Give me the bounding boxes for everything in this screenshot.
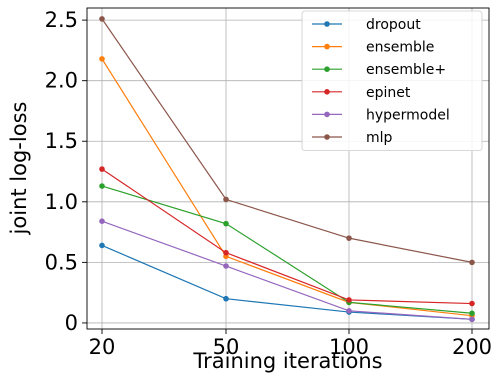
y-tick-label: 1.5	[45, 129, 78, 153]
series-line	[101, 58, 473, 317]
data-point	[346, 235, 352, 241]
legend-marker	[324, 21, 330, 27]
data-point	[223, 249, 229, 256]
legend-marker	[324, 111, 330, 118]
legend-item: dropout	[312, 17, 421, 33]
series-ensemble-group	[99, 183, 475, 317]
data-point	[223, 295, 229, 302]
legend-marker	[324, 134, 330, 140]
series-line	[101, 244, 473, 320]
legend-item: hypermodel	[312, 107, 450, 123]
series-line	[101, 220, 473, 320]
x-axis-ticks: 20 50 100 200	[89, 329, 492, 359]
data-point	[469, 310, 475, 317]
legend-item: ensemble+	[312, 62, 446, 78]
legend: dropout ensemble ensemble+ epinet hypermodel…	[301, 10, 483, 152]
legend-marker	[324, 89, 330, 95]
y-tick-label: 1.0	[45, 190, 78, 214]
data-point	[469, 300, 475, 307]
data-point	[99, 218, 105, 224]
series-hypermodel-group	[99, 218, 475, 323]
x-tick-label: 20	[89, 335, 116, 359]
series-line	[101, 18, 473, 263]
y-tick-label: 0	[65, 311, 78, 335]
data-point	[346, 308, 352, 314]
x-tick-label: 200	[452, 335, 492, 359]
data-point	[223, 220, 229, 227]
legend-label: dropout	[366, 17, 421, 33]
y-tick-label: 2.5	[45, 8, 78, 32]
legend-label: ensemble	[366, 40, 434, 56]
series-line	[101, 168, 473, 305]
legend-label: mlp	[366, 130, 393, 146]
legend-marker	[324, 66, 330, 72]
legend-item: epinet	[312, 85, 411, 101]
x-tick-label: 50	[213, 335, 240, 359]
data-point	[469, 259, 475, 266]
x-tick-label: 100	[329, 335, 369, 359]
legend-label: epinet	[366, 85, 411, 101]
plot-frame	[86, 7, 490, 330]
series-mlp-group	[99, 16, 475, 266]
y-axis-ticks: 0 0.5 1.0 1.5 2.0 2.5	[45, 8, 87, 335]
data-point	[99, 183, 105, 189]
legend-item: mlp	[312, 130, 393, 146]
data-point	[223, 263, 229, 269]
y-tick-label: 2.0	[45, 69, 78, 93]
y-axis-label: joint log-loss	[7, 102, 31, 236]
data-point	[223, 196, 229, 203]
y-tick-label: 0.5	[45, 250, 78, 274]
series-line	[101, 185, 473, 314]
legend-box	[301, 10, 483, 152]
data-point	[99, 166, 105, 172]
series-epinet-group	[99, 166, 475, 307]
data-point	[469, 316, 475, 323]
legend-label: ensemble+	[366, 62, 446, 78]
legend-item: ensemble	[312, 40, 434, 56]
series-lines	[99, 16, 475, 323]
data-point	[346, 297, 352, 303]
x-axis-label: Training iterations	[192, 349, 382, 373]
data-point	[99, 242, 105, 249]
data-point	[99, 56, 105, 62]
legend-label: hypermodel	[366, 107, 450, 123]
data-point	[99, 16, 105, 22]
legend-marker	[324, 43, 330, 50]
